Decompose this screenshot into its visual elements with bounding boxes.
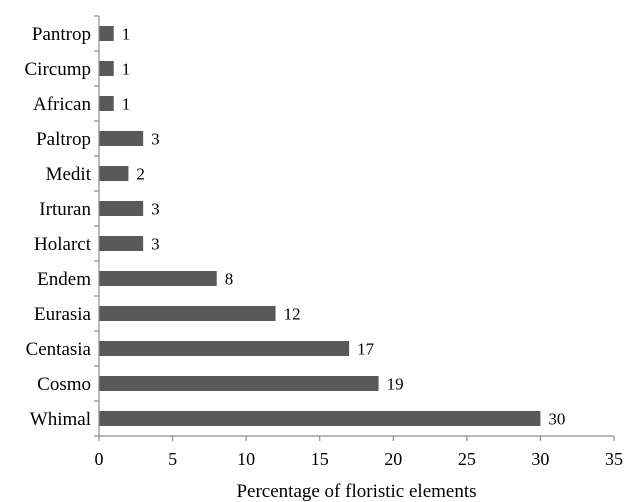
category-label-holarct: Holarct — [34, 234, 92, 255]
bar-african — [99, 96, 114, 111]
bar-paltrop — [99, 131, 144, 146]
x-tick-label-5: 5 — [168, 449, 177, 469]
x-ticks: 0 5 10 15 20 25 30 35 — [95, 436, 623, 469]
data-label-eurasia: 12 — [284, 305, 301, 324]
category-label-circump: Circump — [25, 59, 92, 80]
data-label-circump: 1 — [122, 60, 131, 79]
bar-centasia — [99, 341, 350, 356]
bar-irturan — [99, 201, 144, 216]
category-labels: Pantrop Circump African Paltrop Medit Irturan… — [25, 24, 92, 430]
data-label-cosmo: 19 — [387, 375, 404, 394]
data-label-holarct: 3 — [151, 235, 160, 254]
x-tick-label-30: 30 — [531, 449, 549, 469]
data-label-endem: 8 — [225, 270, 234, 289]
bars-group — [99, 26, 541, 426]
x-tick-label-25: 25 — [458, 449, 476, 469]
bar-eurasia — [99, 306, 276, 321]
bar-medit — [99, 166, 129, 181]
x-tick-label-35: 35 — [605, 449, 623, 469]
bar-whimal — [99, 411, 541, 426]
x-tick-label-20: 20 — [384, 449, 402, 469]
bar-pantrop — [99, 26, 114, 41]
data-label-african: 1 — [122, 95, 131, 114]
x-axis-title: Percentage of floristic elements — [236, 481, 476, 502]
data-label-centasia: 17 — [357, 340, 375, 359]
category-label-african: African — [33, 94, 92, 115]
category-label-whimal: Whimal — [30, 409, 91, 430]
data-label-medit: 2 — [136, 165, 145, 184]
category-label-paltrop: Paltrop — [36, 129, 91, 150]
category-label-pantrop: Pantrop — [32, 24, 91, 45]
data-label-irturan: 3 — [151, 200, 160, 219]
x-tick-label-0: 0 — [95, 449, 104, 469]
category-label-irturan: Irturan — [39, 199, 91, 220]
bar-holarct — [99, 236, 144, 251]
y-ticks — [94, 15, 99, 437]
x-tick-label-15: 15 — [311, 449, 329, 469]
x-tick-label-10: 10 — [237, 449, 255, 469]
category-label-eurasia: Eurasia — [34, 304, 92, 325]
data-label-pantrop: 1 — [122, 25, 131, 44]
bar-endem — [99, 271, 217, 286]
category-label-medit: Medit — [46, 164, 92, 185]
category-label-centasia: Centasia — [26, 339, 92, 360]
data-label-whimal: 30 — [548, 410, 565, 429]
bar-cosmo — [99, 376, 379, 391]
data-label-paltrop: 3 — [151, 130, 160, 149]
bar-circump — [99, 61, 114, 76]
category-label-endem: Endem — [37, 269, 91, 290]
category-label-cosmo: Cosmo — [37, 374, 91, 395]
